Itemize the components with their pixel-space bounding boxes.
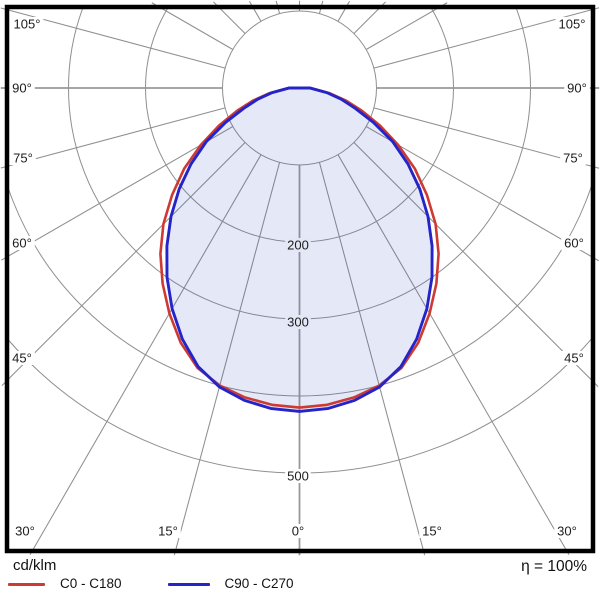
tick-label: 105° bbox=[559, 17, 586, 32]
legend-swatch-c0 bbox=[8, 583, 45, 586]
tick-label: 60° bbox=[564, 236, 584, 251]
tick-label: 15° bbox=[158, 524, 178, 539]
legend-label-c90: C90 - C270 bbox=[224, 576, 294, 591]
tick-label: 15° bbox=[422, 524, 442, 539]
efficiency-label: η = 100% bbox=[521, 558, 587, 575]
tick-label: 105° bbox=[14, 17, 41, 32]
tick-label: 30° bbox=[15, 524, 35, 539]
curve-c0-c180 bbox=[159, 86, 440, 409]
tick-label: 30° bbox=[557, 524, 577, 539]
tick-label: 0° bbox=[292, 524, 304, 539]
legend-label-c0: C0 - C180 bbox=[60, 576, 122, 591]
tick-label: 300 bbox=[287, 315, 309, 330]
tick-label: 75° bbox=[13, 151, 33, 166]
tick-label: 500 bbox=[287, 469, 309, 484]
unit-label: cd/klm bbox=[13, 557, 57, 574]
tick-label: 75° bbox=[563, 151, 583, 166]
legend: C0 - C180 C90 - C270 bbox=[8, 576, 294, 591]
curve-c90-c270 bbox=[165, 86, 434, 413]
tick-label: 60° bbox=[12, 236, 32, 251]
tick-label: 45° bbox=[564, 351, 584, 366]
tick-label: 45° bbox=[12, 351, 32, 366]
legend-swatch-c90 bbox=[167, 583, 210, 586]
tick-label: 90° bbox=[12, 81, 32, 96]
tick-label: 90° bbox=[567, 81, 587, 96]
tick-label: 200 bbox=[287, 238, 309, 253]
plot-border bbox=[4, 4, 596, 554]
